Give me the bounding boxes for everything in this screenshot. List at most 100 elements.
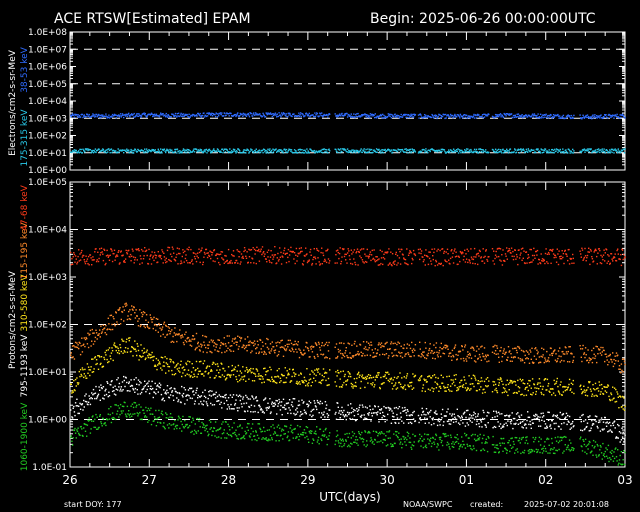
data-point bbox=[193, 338, 196, 340]
data-point bbox=[530, 261, 532, 263]
data-point bbox=[613, 363, 616, 365]
data-point bbox=[293, 113, 295, 115]
series-47-68-kev bbox=[70, 246, 626, 267]
data-point bbox=[519, 254, 521, 256]
data-point bbox=[452, 116, 455, 118]
data-point bbox=[301, 250, 303, 253]
data-point bbox=[177, 252, 180, 255]
data-point bbox=[168, 370, 170, 372]
data-point bbox=[421, 354, 423, 356]
data-point bbox=[307, 385, 309, 387]
data-point bbox=[75, 346, 77, 348]
data-point bbox=[486, 260, 489, 262]
data-point bbox=[305, 150, 307, 153]
data-point bbox=[185, 254, 187, 256]
data-point bbox=[119, 251, 122, 253]
data-point bbox=[228, 151, 230, 153]
data-point bbox=[216, 369, 218, 371]
data-point bbox=[424, 114, 426, 116]
data-point bbox=[343, 342, 345, 345]
data-point bbox=[103, 398, 105, 400]
data-point bbox=[199, 370, 201, 372]
data-point bbox=[464, 116, 467, 119]
data-point bbox=[383, 345, 385, 348]
data-point bbox=[93, 393, 95, 395]
data-point bbox=[86, 113, 89, 116]
data-point bbox=[213, 249, 215, 252]
data-point bbox=[398, 117, 401, 119]
data-point bbox=[137, 115, 140, 117]
data-point bbox=[92, 256, 94, 258]
data-point bbox=[239, 336, 241, 338]
data-point bbox=[236, 113, 238, 115]
data-point bbox=[160, 384, 162, 386]
data-point bbox=[232, 250, 235, 252]
data-point bbox=[464, 114, 466, 116]
data-point bbox=[242, 115, 244, 117]
data-point bbox=[567, 350, 569, 353]
data-point bbox=[564, 389, 566, 392]
data-point bbox=[524, 354, 526, 357]
data-point bbox=[619, 368, 621, 370]
data-point bbox=[293, 343, 296, 346]
data-point bbox=[286, 343, 288, 346]
data-point bbox=[518, 387, 521, 389]
data-point bbox=[393, 354, 395, 357]
data-point bbox=[74, 151, 76, 153]
data-point bbox=[509, 382, 511, 384]
data-point bbox=[73, 379, 75, 382]
data-point bbox=[515, 347, 517, 349]
data-point bbox=[549, 115, 551, 117]
data-point bbox=[510, 353, 512, 355]
data-point bbox=[551, 354, 553, 357]
data-point bbox=[552, 114, 555, 116]
data-point bbox=[357, 150, 359, 153]
data-point bbox=[293, 258, 295, 260]
data-point bbox=[497, 353, 499, 355]
data-point bbox=[412, 387, 415, 389]
data-point bbox=[403, 347, 405, 350]
data-point bbox=[282, 113, 284, 115]
data-point bbox=[593, 353, 595, 355]
data-point bbox=[552, 149, 555, 151]
data-point bbox=[102, 397, 104, 399]
data-point bbox=[309, 115, 311, 118]
data-point bbox=[167, 365, 169, 368]
data-point bbox=[169, 358, 171, 360]
data-point bbox=[85, 149, 87, 151]
data-point bbox=[152, 387, 154, 390]
data-point bbox=[364, 346, 367, 348]
data-point bbox=[525, 148, 528, 151]
data-point bbox=[210, 113, 212, 115]
data-point bbox=[261, 115, 264, 117]
data-point bbox=[593, 115, 595, 118]
data-point bbox=[343, 113, 346, 115]
data-point bbox=[258, 149, 261, 151]
data-point bbox=[227, 342, 230, 344]
data-point bbox=[368, 115, 370, 117]
data-point bbox=[223, 375, 225, 378]
data-point bbox=[91, 340, 93, 342]
data-point bbox=[154, 149, 156, 151]
data-point bbox=[502, 383, 504, 386]
data-point bbox=[436, 354, 439, 356]
data-point bbox=[327, 258, 330, 260]
data-point bbox=[443, 353, 446, 355]
data-point bbox=[401, 356, 404, 359]
data-point bbox=[500, 346, 502, 349]
data-point bbox=[107, 349, 109, 351]
data-point bbox=[507, 113, 510, 116]
data-point bbox=[385, 342, 387, 344]
data-point bbox=[89, 374, 91, 377]
data-point bbox=[348, 151, 351, 153]
data-point bbox=[150, 150, 153, 152]
data-point bbox=[314, 257, 317, 260]
data-point bbox=[599, 151, 601, 154]
data-point bbox=[462, 259, 465, 261]
data-point bbox=[280, 251, 282, 254]
data-point bbox=[544, 359, 547, 361]
data-point bbox=[499, 114, 501, 116]
data-point bbox=[557, 151, 559, 154]
data-point bbox=[267, 113, 270, 115]
data-point bbox=[139, 355, 142, 358]
